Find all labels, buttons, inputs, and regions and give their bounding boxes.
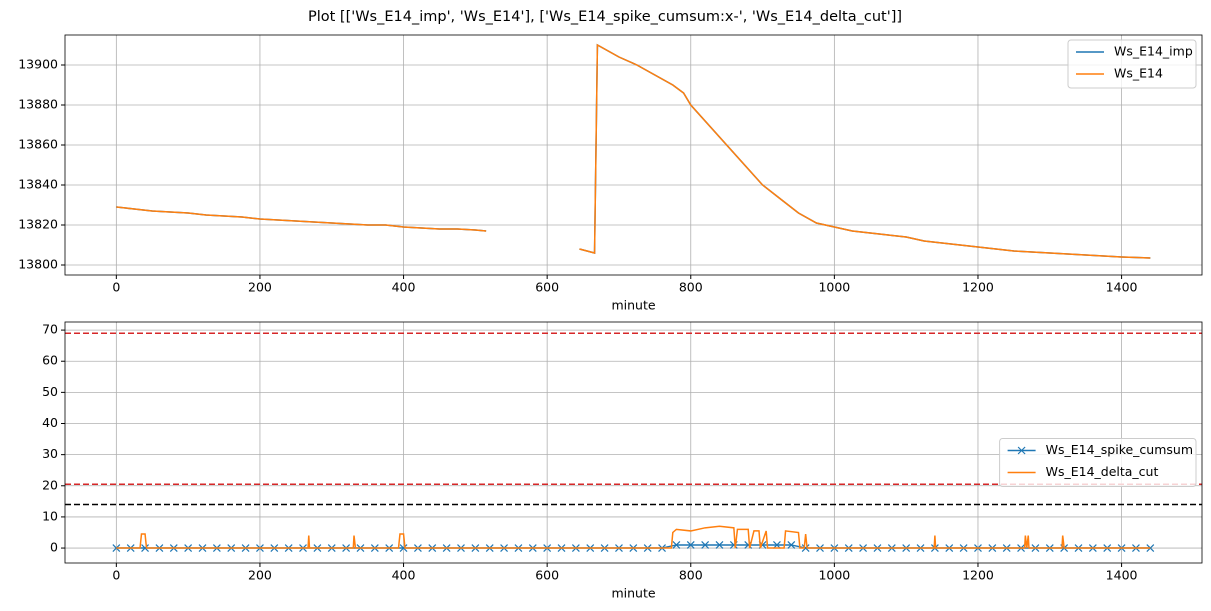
x-tick-label: 1200 [962, 568, 994, 583]
series-line [116, 43, 1151, 259]
y-tick-label: 13880 [18, 97, 58, 112]
x-tick-label: 200 [248, 568, 272, 583]
x-tick-label: 1400 [1106, 568, 1138, 583]
legend-box [999, 438, 1197, 487]
y-tick-label: 13800 [18, 257, 58, 272]
y-tick-label: 10 [42, 508, 58, 523]
marker [701, 541, 710, 549]
x-tick-label: 1000 [818, 568, 850, 583]
marker [141, 544, 149, 552]
marker [399, 544, 408, 552]
marker [773, 541, 781, 549]
y-tick-label: 0 [50, 540, 58, 555]
y-tick-label: 13840 [18, 177, 58, 192]
x-tick-label: 600 [535, 568, 559, 583]
x-axis-label: minute [611, 586, 655, 601]
axes: 0 200 400 600 800 1000 1200 1400 13800 13820 13840… [18, 34, 1203, 313]
x-tick-label: 800 [679, 568, 703, 583]
axes-frame [64, 321, 1203, 564]
legend-label: Ws_E14_delta_cut [1046, 464, 1159, 479]
x-tick-label: 400 [392, 568, 416, 583]
y-tick-label: 30 [42, 446, 58, 461]
legend-label: Ws_E14_imp [1114, 44, 1193, 59]
y-tick-label: 70 [42, 322, 58, 337]
x-tick-label: 0 [112, 280, 120, 295]
marker [801, 544, 810, 552]
y-tick-label: 13860 [18, 137, 58, 152]
figure-title: Plot [['Ws_E14_imp', 'Ws_E14'], ['Ws_E14… [308, 9, 902, 25]
y-tick-label: 60 [42, 353, 58, 368]
legend: Ws_E14_imp Ws_E14 [1067, 39, 1197, 89]
marker [672, 541, 681, 549]
series-line [116, 43, 1151, 259]
legend-label: Ws_E14_spike_cumsum [1046, 442, 1193, 457]
x-tick-label: 1000 [818, 280, 850, 295]
x-tick-label: 400 [392, 280, 416, 295]
y-tick-label: 50 [42, 384, 58, 399]
marker [787, 541, 796, 549]
legend-marker [1017, 446, 1026, 455]
x-tick-label: 1200 [962, 280, 994, 295]
plot-area [116, 43, 1151, 259]
x-tick-label: 1400 [1106, 280, 1138, 295]
marker [715, 541, 724, 549]
marker [112, 544, 121, 552]
x-tick-label: 0 [112, 568, 120, 583]
y-tick-label: 40 [42, 415, 58, 430]
series-line [116, 525, 1151, 549]
x-axis-label: minute [611, 298, 655, 313]
x-tick-label: 200 [248, 280, 272, 295]
axes: 0 200 400 600 800 1000 1200 1400 0 10 20 30 40 50 60 70… [42, 321, 1203, 601]
y-tick-label: 13900 [18, 57, 58, 72]
marker [686, 541, 695, 549]
legend: Ws_E14_spike_cumsum Ws_E14_delta_cut [999, 438, 1197, 487]
y-tick-label: 20 [42, 477, 58, 492]
x-tick-label: 800 [679, 280, 703, 295]
axes-frame [64, 34, 1203, 276]
y-tick-label: 13820 [18, 217, 58, 232]
x-tick-label: 600 [535, 280, 559, 295]
legend-label: Ws_E14 [1114, 66, 1163, 81]
